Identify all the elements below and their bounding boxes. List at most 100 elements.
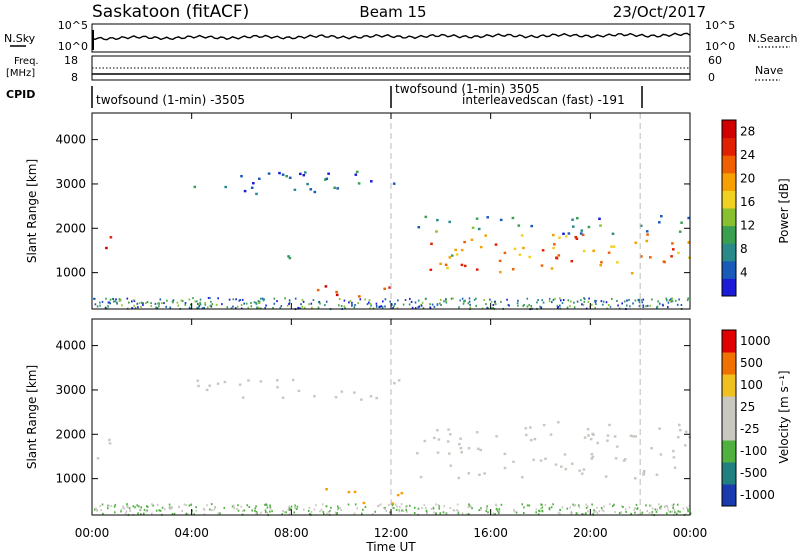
range-cell bbox=[250, 305, 253, 308]
range-cell bbox=[659, 508, 662, 510]
range-cell bbox=[682, 507, 685, 510]
range-cell bbox=[128, 301, 130, 304]
range-cell bbox=[459, 447, 463, 450]
range-cell bbox=[109, 236, 113, 239]
range-cell bbox=[409, 504, 411, 507]
range-cell bbox=[673, 466, 677, 469]
range-cell bbox=[578, 504, 580, 507]
range-cell bbox=[450, 297, 453, 300]
range-cell bbox=[369, 395, 373, 398]
range-cell bbox=[417, 306, 420, 309]
range-cell bbox=[232, 506, 235, 508]
range-cell bbox=[570, 260, 574, 263]
range-cell bbox=[443, 300, 445, 303]
range-cell bbox=[645, 230, 649, 233]
range-cell bbox=[197, 306, 200, 309]
range-cell bbox=[585, 503, 587, 506]
range-cell bbox=[591, 503, 593, 506]
range-cell bbox=[456, 503, 459, 506]
range-cell bbox=[246, 504, 249, 507]
y-tick-label: 3000 bbox=[55, 177, 86, 191]
range-cell bbox=[431, 303, 434, 306]
range-cell bbox=[112, 300, 115, 303]
range-cell bbox=[338, 298, 341, 300]
range-cell bbox=[665, 297, 668, 300]
range-cell bbox=[294, 504, 296, 507]
range-cell bbox=[526, 297, 529, 300]
range-cell bbox=[338, 304, 340, 307]
range-cell bbox=[243, 189, 247, 193]
range-cell bbox=[634, 511, 636, 514]
range-cell bbox=[634, 435, 637, 438]
range-cell bbox=[574, 236, 578, 239]
range-cell bbox=[136, 504, 138, 507]
range-cell bbox=[648, 511, 651, 514]
range-cell bbox=[421, 507, 423, 510]
range-cell bbox=[209, 304, 212, 307]
range-cell bbox=[131, 300, 133, 303]
range-cell bbox=[120, 298, 122, 301]
range-cell bbox=[552, 503, 554, 506]
range-cell bbox=[361, 512, 363, 515]
y-tick-label: 4000 bbox=[55, 339, 86, 353]
date-title: 23/Oct/2017 bbox=[613, 3, 706, 21]
range-cell bbox=[368, 299, 371, 302]
range-cell bbox=[687, 297, 689, 300]
range-cell bbox=[395, 508, 398, 511]
range-cell bbox=[469, 306, 472, 309]
range-cell bbox=[578, 469, 581, 472]
range-cell bbox=[625, 510, 627, 513]
range-cell bbox=[157, 302, 159, 305]
range-cell bbox=[667, 301, 670, 304]
range-cell bbox=[489, 298, 491, 301]
range-cell bbox=[585, 506, 588, 509]
range-cell bbox=[495, 435, 498, 438]
range-cell bbox=[129, 509, 131, 512]
range-cell bbox=[457, 512, 460, 515]
range-cell bbox=[645, 239, 649, 243]
range-cell bbox=[247, 379, 250, 382]
range-cell bbox=[435, 512, 437, 515]
noise-left-tick-bottom: 10^0 bbox=[58, 40, 88, 53]
range-cell bbox=[567, 299, 570, 302]
range-cell bbox=[538, 509, 540, 512]
range-cell bbox=[623, 458, 627, 461]
range-cell bbox=[194, 300, 196, 303]
range-cell bbox=[450, 254, 454, 257]
range-cell bbox=[460, 451, 463, 454]
range-cell bbox=[255, 302, 258, 305]
range-cell bbox=[592, 433, 595, 436]
range-cell bbox=[140, 513, 142, 516]
power-heatmap bbox=[93, 113, 691, 311]
range-cell bbox=[425, 510, 428, 513]
range-cell bbox=[228, 298, 231, 301]
range-cell bbox=[553, 243, 556, 246]
range-cell bbox=[550, 267, 554, 270]
range-cell bbox=[552, 298, 555, 301]
range-cell bbox=[673, 508, 676, 511]
range-cell bbox=[159, 509, 162, 512]
range-cell bbox=[618, 512, 621, 515]
range-cell bbox=[104, 306, 107, 309]
range-cell bbox=[594, 306, 596, 309]
range-cell bbox=[550, 506, 553, 509]
range-cell bbox=[439, 512, 442, 515]
range-cell bbox=[600, 300, 603, 303]
range-cell bbox=[560, 465, 563, 468]
range-cell bbox=[389, 511, 391, 514]
range-cell bbox=[133, 304, 135, 307]
range-cell bbox=[666, 512, 668, 515]
range-cell bbox=[110, 505, 113, 508]
range-cell bbox=[199, 298, 202, 301]
range-cell bbox=[432, 436, 436, 440]
range-cell bbox=[678, 298, 680, 301]
range-cell bbox=[325, 177, 329, 180]
range-cell bbox=[335, 513, 338, 516]
range-cell bbox=[540, 264, 544, 267]
range-cell bbox=[243, 302, 245, 305]
range-cell bbox=[340, 305, 343, 307]
range-cell bbox=[576, 512, 579, 515]
range-cell bbox=[324, 285, 328, 288]
range-cell bbox=[571, 218, 574, 221]
range-cell bbox=[646, 304, 649, 307]
